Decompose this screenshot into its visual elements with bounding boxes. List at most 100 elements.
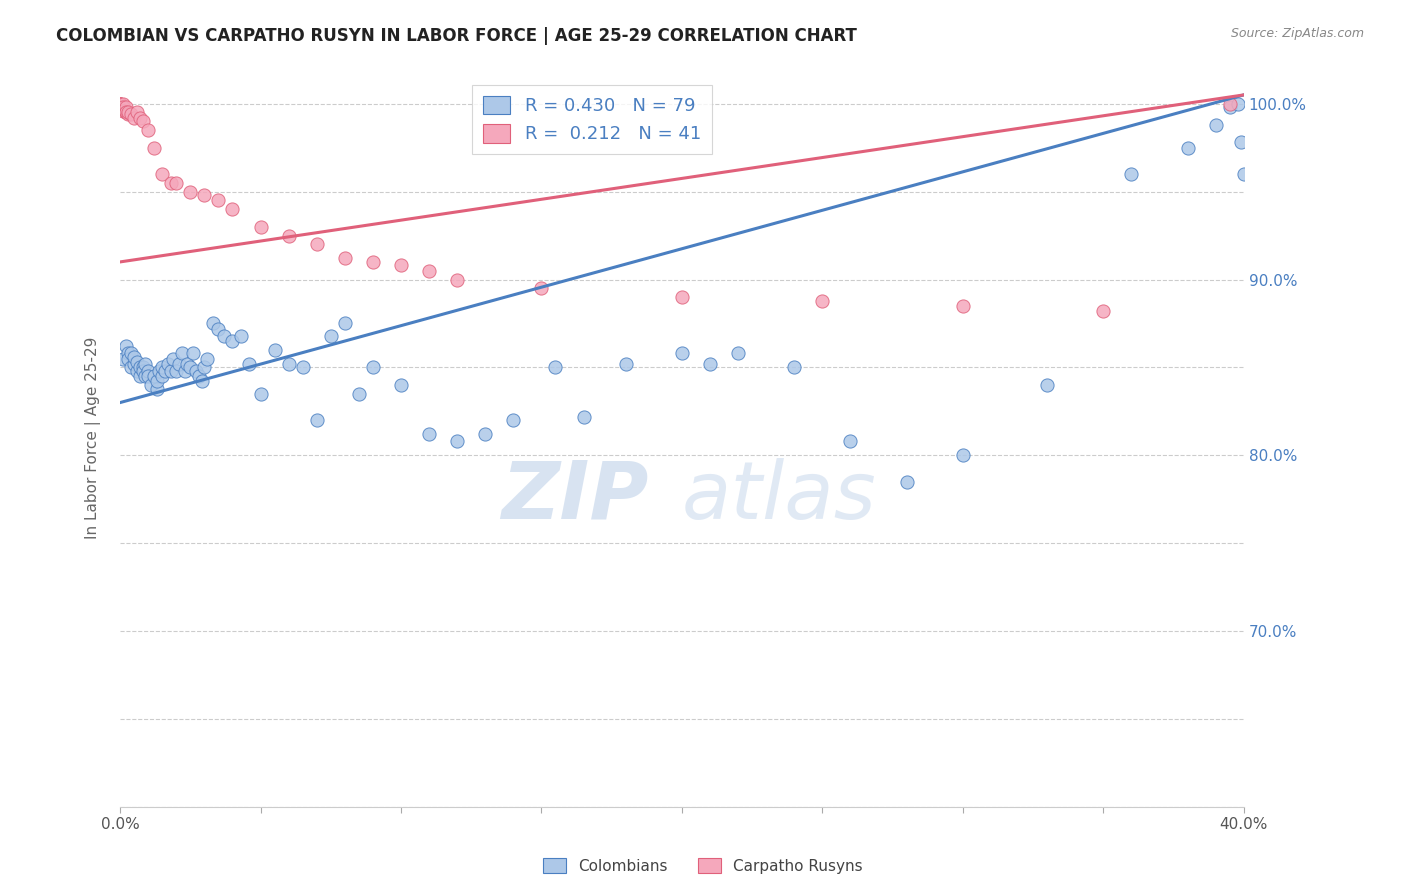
Point bbox=[134, 369, 156, 384]
Point bbox=[389, 259, 412, 273]
Point bbox=[108, 96, 131, 111]
Point bbox=[839, 434, 862, 449]
Point bbox=[305, 237, 328, 252]
Point bbox=[148, 364, 170, 378]
Point bbox=[1219, 96, 1241, 111]
Point bbox=[142, 369, 165, 384]
Point bbox=[361, 360, 384, 375]
Point bbox=[165, 176, 187, 190]
Point bbox=[117, 351, 139, 366]
Point bbox=[418, 427, 440, 442]
Point bbox=[176, 357, 198, 371]
Point bbox=[530, 281, 553, 295]
Point bbox=[319, 328, 342, 343]
Point bbox=[474, 427, 496, 442]
Point bbox=[229, 328, 252, 343]
Point bbox=[1227, 96, 1250, 111]
Text: COLOMBIAN VS CARPATHO RUSYN IN LABOR FORCE | AGE 25-29 CORRELATION CHART: COLOMBIAN VS CARPATHO RUSYN IN LABOR FOR… bbox=[56, 27, 858, 45]
Point bbox=[173, 364, 195, 378]
Point bbox=[221, 334, 243, 348]
Point bbox=[108, 100, 131, 114]
Point bbox=[111, 351, 134, 366]
Point bbox=[122, 357, 145, 371]
Point bbox=[162, 351, 184, 366]
Text: Source: ZipAtlas.com: Source: ZipAtlas.com bbox=[1230, 27, 1364, 40]
Point bbox=[139, 378, 162, 392]
Point bbox=[131, 114, 153, 128]
Point bbox=[128, 111, 150, 125]
Point bbox=[142, 141, 165, 155]
Point bbox=[193, 188, 215, 202]
Point bbox=[150, 360, 173, 375]
Point bbox=[238, 357, 260, 371]
Point bbox=[783, 360, 806, 375]
Point bbox=[614, 357, 637, 371]
Point bbox=[150, 369, 173, 384]
Point bbox=[150, 167, 173, 181]
Point bbox=[136, 123, 159, 137]
Text: ZIP: ZIP bbox=[501, 458, 648, 536]
Point bbox=[952, 448, 974, 462]
Point bbox=[1233, 167, 1256, 181]
Point bbox=[153, 364, 176, 378]
Point bbox=[125, 355, 148, 369]
Point bbox=[184, 364, 207, 378]
Point bbox=[136, 364, 159, 378]
Point bbox=[572, 409, 595, 424]
Point bbox=[699, 357, 721, 371]
Point bbox=[145, 375, 167, 389]
Point bbox=[128, 360, 150, 375]
Point bbox=[120, 107, 142, 121]
Point bbox=[291, 360, 314, 375]
Point bbox=[156, 357, 179, 371]
Point bbox=[117, 107, 139, 121]
Point bbox=[389, 378, 412, 392]
Point bbox=[418, 263, 440, 277]
Point bbox=[181, 346, 204, 360]
Point bbox=[305, 413, 328, 427]
Point bbox=[114, 339, 136, 353]
Point bbox=[207, 194, 229, 208]
Point bbox=[811, 293, 834, 308]
Point bbox=[187, 369, 209, 384]
Point bbox=[727, 346, 749, 360]
Point bbox=[111, 100, 134, 114]
Text: atlas: atlas bbox=[682, 458, 877, 536]
Point bbox=[131, 360, 153, 375]
Point bbox=[952, 299, 974, 313]
Point bbox=[108, 96, 131, 111]
Point bbox=[167, 357, 190, 371]
Point bbox=[333, 317, 356, 331]
Point bbox=[544, 360, 567, 375]
Point bbox=[671, 346, 693, 360]
Point bbox=[1230, 136, 1253, 150]
Point bbox=[117, 346, 139, 360]
Point bbox=[361, 255, 384, 269]
Point bbox=[125, 105, 148, 120]
Point bbox=[117, 105, 139, 120]
Point bbox=[128, 369, 150, 384]
Point bbox=[179, 185, 201, 199]
Point bbox=[249, 219, 271, 234]
Legend: R = 0.430   N = 79, R =  0.212   N = 41: R = 0.430 N = 79, R = 0.212 N = 41 bbox=[472, 85, 711, 154]
Point bbox=[120, 360, 142, 375]
Point bbox=[114, 105, 136, 120]
Point bbox=[333, 252, 356, 266]
Point bbox=[134, 357, 156, 371]
Point bbox=[122, 350, 145, 364]
Point bbox=[212, 328, 235, 343]
Point bbox=[111, 103, 134, 118]
Point bbox=[179, 360, 201, 375]
Point bbox=[446, 434, 468, 449]
Point bbox=[190, 375, 212, 389]
Point bbox=[108, 96, 131, 111]
Point bbox=[1092, 304, 1115, 318]
Point bbox=[671, 290, 693, 304]
Point bbox=[201, 317, 224, 331]
Point bbox=[170, 346, 193, 360]
Point bbox=[263, 343, 285, 357]
Point bbox=[1219, 100, 1241, 114]
Point bbox=[114, 100, 136, 114]
Point bbox=[249, 386, 271, 401]
Point bbox=[195, 351, 218, 366]
